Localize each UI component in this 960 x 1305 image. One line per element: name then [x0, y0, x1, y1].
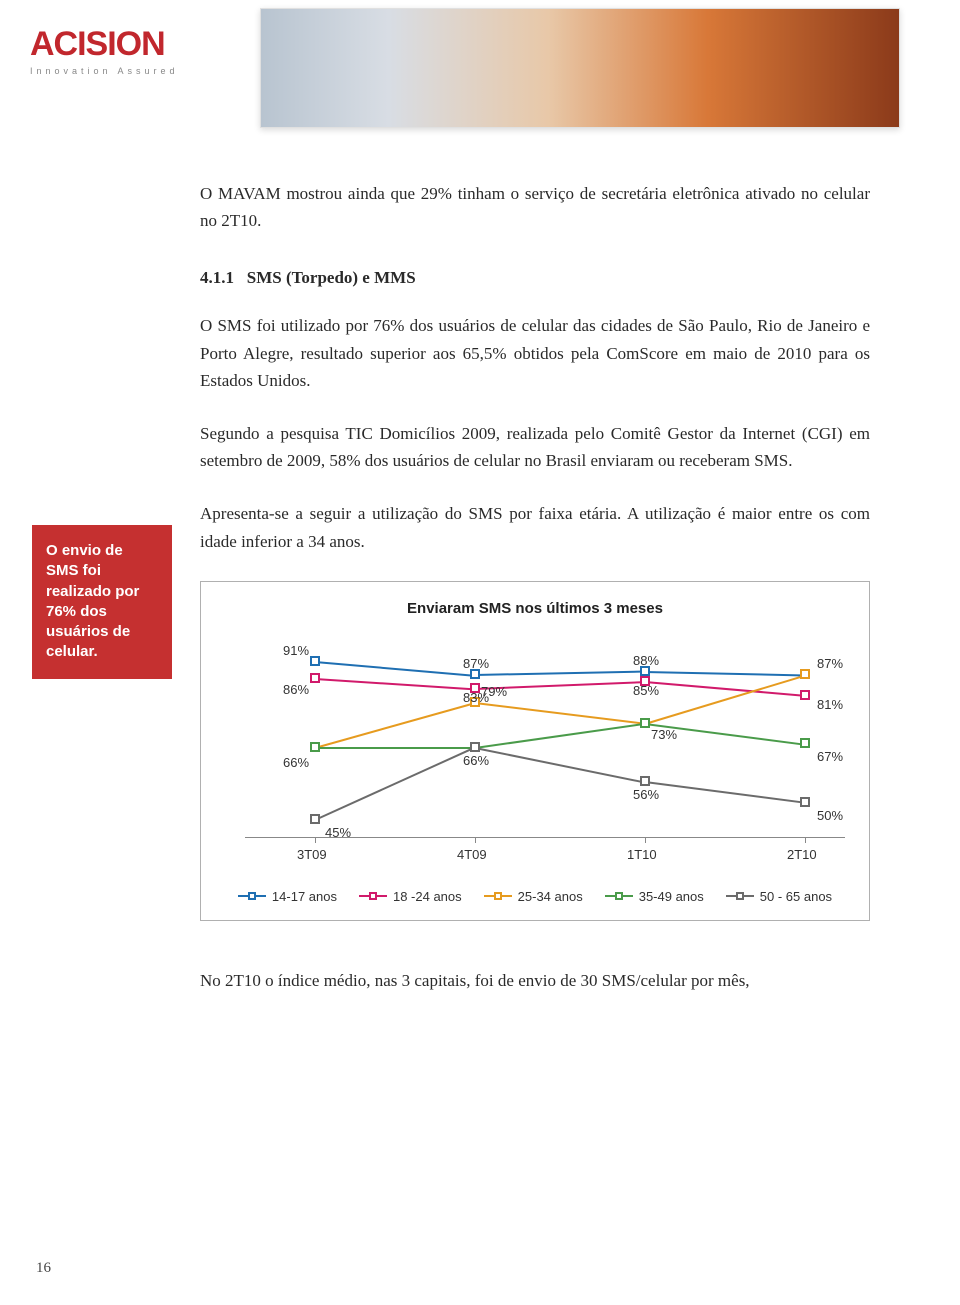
section-title: SMS (Torpedo) e MMS — [247, 268, 416, 287]
chart-plot-area: 3T094T091T102T1091%86%66%45%87%83%79%66%… — [225, 647, 845, 867]
paragraph-2: O SMS foi utilizado por 76% dos usuários… — [200, 312, 870, 394]
data-point-marker — [310, 673, 320, 683]
legend-label: 35-49 anos — [639, 889, 704, 904]
sms-chart: Enviaram SMS nos últimos 3 meses 3T09 4T0… — [200, 581, 870, 921]
chart-title: Enviaram SMS nos últimos 3 meses — [221, 600, 849, 617]
x-axis-label: 2T10 — [787, 847, 817, 862]
data-value-label: 87% — [817, 656, 843, 671]
data-point-marker — [800, 669, 810, 679]
paragraph-4: Apresenta-se a seguir a utilização do SM… — [200, 500, 870, 554]
x-axis-label: 4T09 — [457, 847, 487, 862]
paragraph-intro: O MAVAM mostrou ainda que 29% tinham o s… — [200, 180, 870, 234]
header-banner-image — [260, 8, 900, 128]
data-value-label: 67% — [817, 749, 843, 764]
data-value-label: 56% — [633, 787, 659, 802]
data-value-label: 66% — [463, 753, 489, 768]
data-value-label: 85% — [633, 683, 659, 698]
x-axis-label: 1T10 — [627, 847, 657, 862]
data-point-marker — [310, 656, 320, 666]
brand-logo: ACISION Innovation Assured — [30, 25, 179, 76]
section-number: 4.1.1 — [200, 268, 234, 287]
legend-item: 35-49 anos — [605, 889, 704, 904]
data-value-label: 66% — [283, 755, 309, 770]
legend-label: 50 - 65 anos — [760, 889, 832, 904]
data-value-label: 50% — [817, 808, 843, 823]
legend-item: 14-17 anos — [238, 889, 337, 904]
page-header: ACISION Innovation Assured — [0, 0, 960, 140]
paragraph-3: Segundo a pesquisa TIC Domicílios 2009, … — [200, 420, 870, 474]
legend-label: 14-17 anos — [272, 889, 337, 904]
data-point-marker — [470, 742, 480, 752]
page-number: 16 — [36, 1260, 51, 1277]
legend-item: 25-34 anos — [484, 889, 583, 904]
data-point-marker — [640, 718, 650, 728]
data-point-marker — [310, 742, 320, 752]
data-point-marker — [640, 776, 650, 786]
chart-legend: 14-17 anos 18 -24 anos 25-34 anos 35-49 ano… — [221, 889, 849, 904]
legend-item: 18 -24 anos — [359, 889, 462, 904]
data-value-label: 87% — [463, 656, 489, 671]
paragraph-footer: No 2T10 o índice médio, nas 3 capitais, … — [200, 967, 870, 994]
data-value-label: 45% — [325, 825, 351, 840]
section-heading: 4.1.1 SMS (Torpedo) e MMS — [200, 268, 870, 288]
data-value-label: 86% — [283, 682, 309, 697]
data-value-label: 73% — [651, 727, 677, 742]
brand-tagline: Innovation Assured — [30, 66, 179, 76]
callout-box: O envio de SMS foi realizado por 76% dos… — [32, 525, 172, 679]
legend-label: 18 -24 anos — [393, 889, 462, 904]
data-point-marker — [800, 690, 810, 700]
data-value-label: 81% — [817, 697, 843, 712]
data-value-label: 88% — [633, 653, 659, 668]
data-value-label: 79% — [481, 684, 507, 699]
x-axis-label: 3T09 — [297, 847, 327, 862]
data-point-marker — [310, 814, 320, 824]
page-content: O MAVAM mostrou ainda que 29% tinham o s… — [0, 140, 960, 994]
data-value-label: 91% — [283, 643, 309, 658]
legend-item: 50 - 65 anos — [726, 889, 832, 904]
data-point-marker — [800, 797, 810, 807]
legend-label: 25-34 anos — [518, 889, 583, 904]
brand-name: ACISION — [30, 25, 179, 64]
data-point-marker — [800, 738, 810, 748]
